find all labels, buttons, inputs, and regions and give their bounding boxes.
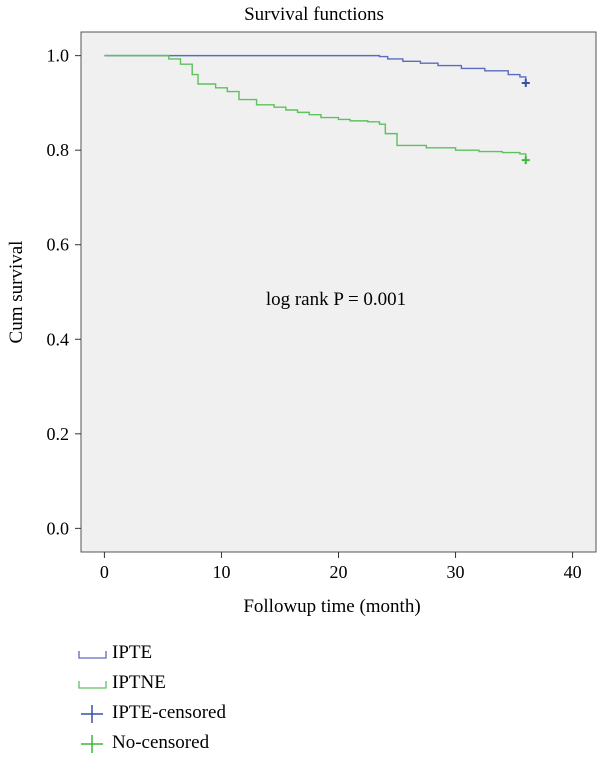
legend-label-ipte-censored: IPTE-censored: [112, 702, 226, 723]
chart-title: Survival functions: [244, 4, 384, 25]
y-tick-label: 0.4: [47, 329, 70, 349]
series-layer: [104, 54, 530, 165]
legend: IPTE IPTNE IPTE-censored No-censored: [78, 640, 338, 760]
x-tick-label: 10: [212, 562, 230, 582]
log-rank-annotation: log rank P = 0.001: [266, 289, 406, 310]
legend-swatch-ipte: [78, 651, 107, 659]
y-tick-label: 0.2: [47, 424, 70, 444]
legend-swatch-iptne: [78, 681, 107, 689]
legend-item-ipte-censored: IPTE-censored: [78, 700, 338, 730]
series-line-iptne: [104, 54, 527, 158]
legend-label-iptne: IPTNE: [112, 672, 166, 693]
legend-item-ipte: IPTE: [78, 640, 338, 670]
x-tick-label: 20: [330, 562, 348, 582]
x-tick-label: 40: [564, 562, 582, 582]
legend-label-no-censored: No-censored: [112, 732, 210, 753]
legend-swatch-ipte-censored: [81, 705, 103, 723]
plot-area: [80, 31, 597, 553]
legend-item-iptne: IPTNE: [78, 670, 338, 700]
axes: 0 10 20 30 40 0.0 0.2 0.4 0.6 0.8 1.0: [47, 46, 582, 582]
x-axis-label: Followup time (month): [243, 596, 420, 617]
x-tick-label: 0: [100, 562, 109, 582]
legend-item-no-censored: No-censored: [78, 730, 338, 760]
y-tick-label: 0.8: [47, 140, 70, 160]
legend-swatch-no-censored: [81, 735, 103, 753]
y-tick-label: 0.6: [47, 235, 70, 255]
series-line-ipte: [104, 54, 527, 82]
censor-mark-iptne: [521, 156, 530, 165]
y-tick-label: 1.0: [47, 46, 70, 66]
y-tick-label: 0.0: [47, 518, 70, 538]
legend-label-ipte: IPTE: [112, 642, 153, 663]
y-axis-label: Cum survival: [6, 241, 27, 344]
censor-mark-ipte: [521, 79, 530, 88]
x-tick-label: 30: [447, 562, 465, 582]
